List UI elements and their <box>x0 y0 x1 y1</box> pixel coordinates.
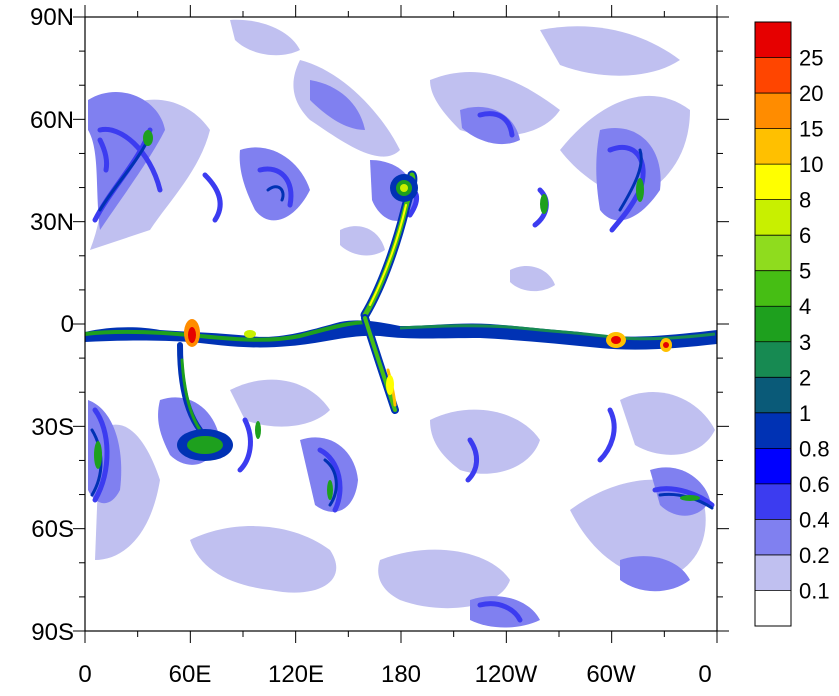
colorbar-swatch <box>755 235 791 272</box>
colorbar-label: 5 <box>799 259 811 284</box>
lon-label-180: 180 <box>381 661 421 688</box>
colorbar-label: 20 <box>799 81 823 106</box>
lon-label-0-right: 0 <box>698 661 711 688</box>
colorbar-label: 15 <box>799 117 823 142</box>
colorbar-label: 8 <box>799 188 811 213</box>
lon-label-60w: 60W <box>586 661 636 688</box>
lat-label-60s: 60S <box>31 516 74 543</box>
colorbar-swatch <box>755 554 791 591</box>
colorbar-swatch <box>755 57 791 94</box>
colorbar: 25 20 15 10 8 6 5 4 3 2 1 0.8 0.6 0.4 0.2 0.1 <box>754 21 830 627</box>
precipitation-field <box>85 17 717 631</box>
colorbar-swatch <box>755 22 791 59</box>
colorbar-label: 10 <box>799 152 823 177</box>
colorbar-swatch <box>755 412 791 449</box>
hotspots <box>184 319 672 395</box>
lat-label-0: 0 <box>61 311 74 338</box>
colorbar-label: 0.8 <box>799 436 830 461</box>
colorbar-swatch <box>755 128 791 165</box>
lat-label-30n: 30N <box>30 209 74 236</box>
lon-label-120w: 120W <box>475 661 538 688</box>
colorbar-label: 0.2 <box>799 543 830 568</box>
colorbar-label: 4 <box>799 294 811 319</box>
axis-ticks <box>73 5 729 643</box>
colorbar-label: 0.1 <box>799 578 830 603</box>
equatorial-band <box>85 320 717 350</box>
latitude-labels: 90N 60N 30N 0 30S 60S 90S <box>30 4 74 646</box>
lon-label-120e: 120E <box>268 661 324 688</box>
colorbar-label: 3 <box>799 330 811 355</box>
colorbar-label: 1 <box>799 401 811 426</box>
light-field-areas <box>90 19 715 609</box>
colorbar-swatch <box>755 199 791 236</box>
colorbar-swatch <box>755 483 791 520</box>
lat-label-90n: 90N <box>30 4 74 31</box>
colorbar-swatch <box>755 590 791 627</box>
lat-label-60n: 60N <box>30 107 74 134</box>
colorbar-label: 2 <box>799 365 811 390</box>
colorbar-swatch <box>755 270 791 307</box>
lon-label-0-left: 0 <box>78 661 91 688</box>
colorbar-swatch <box>755 448 791 485</box>
colorbar-label: 25 <box>799 46 823 71</box>
longitude-labels: 0 60E 120E 180 120W 60W 0 <box>78 661 711 688</box>
lat-label-30s: 30S <box>31 414 74 441</box>
colorbar-frame <box>754 21 792 627</box>
colorbar-swatch <box>755 306 791 343</box>
lat-label-90s: 90S <box>31 619 74 646</box>
colorbar-swatch <box>755 377 791 414</box>
colorbar-swatch <box>755 93 791 130</box>
colorbar-label: 0.4 <box>799 507 830 532</box>
convective-bands <box>177 170 418 461</box>
green-accents <box>94 130 700 501</box>
colorbar-swatch <box>755 164 791 201</box>
colorbar-label: 6 <box>799 223 811 248</box>
lon-label-60e: 60E <box>169 661 212 688</box>
colorbar-swatch <box>755 341 791 378</box>
colorbar-swatch <box>755 519 791 556</box>
colorbar-label: 0.6 <box>799 472 830 497</box>
